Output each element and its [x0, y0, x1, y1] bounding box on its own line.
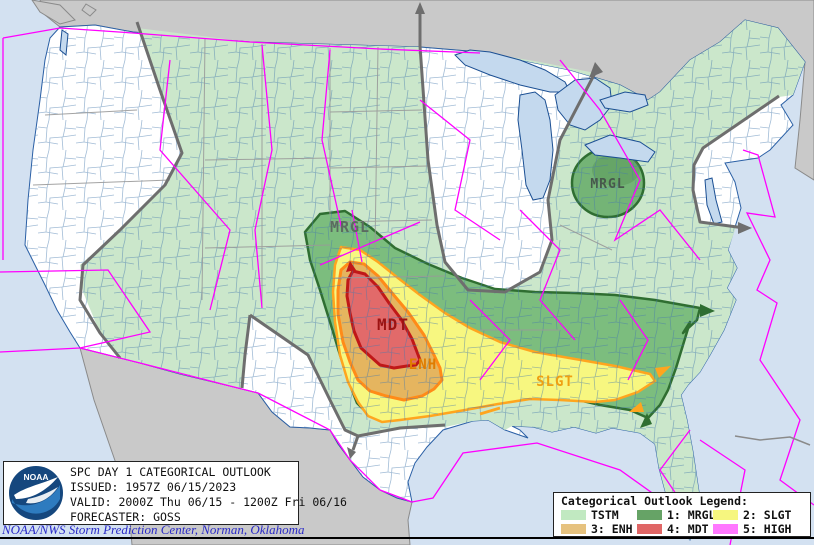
- legend-item-tstm: TSTM: [561, 508, 637, 522]
- lake-huron: [554, 77, 613, 131]
- legend-swatch-mrgl: [637, 510, 662, 520]
- legend-swatch-high: [713, 524, 738, 534]
- tstm-borders: [78, 8, 780, 451]
- legend-title: Categorical Outlook Legend:: [561, 494, 748, 508]
- legend-row-2: 3: ENH 4: MDT 5: HIGH: [554, 522, 810, 536]
- lake-ontario: [599, 91, 649, 113]
- legend-item-high: 5: HIGH: [713, 522, 792, 536]
- label-mrgl-ohio: MRGL: [590, 177, 625, 192]
- legend-swatch-mdt: [637, 524, 662, 534]
- great-lakes: [59, 29, 723, 225]
- label-mdt: MDT: [377, 315, 409, 334]
- boundary-arrows: [346, 2, 752, 459]
- legend-row-1: TSTM 1: MRGL 2: SLGT: [554, 508, 810, 522]
- lake-michigan: [517, 91, 554, 201]
- product-title: SPC DAY 1 CATEGORICAL OUTLOOK: [70, 465, 271, 479]
- product-valid: VALID: 2000Z Thu 06/15 - 1200Z Fri 06/16: [70, 495, 347, 509]
- puget-sound: [59, 29, 69, 56]
- label-mrgl-plains: MRGL: [330, 218, 370, 236]
- legend-label-high: 5: HIGH: [743, 522, 792, 536]
- label-slgt: SLGT: [536, 374, 574, 390]
- vancouver-island: [31, 0, 97, 25]
- bahamas-bank: [734, 435, 811, 446]
- legend-label-enh: 3: ENH: [591, 522, 633, 536]
- legend-swatch-tstm: [561, 510, 586, 520]
- state-lines: [32, 37, 613, 331]
- noaa-logo: NOAA: [9, 466, 63, 520]
- legend-label-tstm: TSTM: [591, 508, 619, 522]
- noaa-logo-text: NOAA: [23, 472, 48, 482]
- legend-label-mdt: 4: MDT: [667, 522, 709, 536]
- legend-item-slgt: 2: SLGT: [713, 508, 792, 522]
- cwa-boundaries: [0, 27, 814, 545]
- slgt-border-dash: [479, 406, 501, 416]
- product-info-box: NOAA SPC DAY 1 CATEGORICAL OUTLOOK ISSUE…: [3, 461, 347, 525]
- legend-item-mdt: 4: MDT: [637, 522, 713, 536]
- label-enh: ENH: [409, 357, 437, 373]
- legend-label-slgt: 2: SLGT: [743, 508, 792, 522]
- legend-swatch-enh: [561, 524, 586, 534]
- legend-label-mrgl: 1: MRGL: [667, 508, 716, 522]
- legend-item-enh: 3: ENH: [561, 522, 637, 536]
- legend-swatch-slgt: [713, 510, 738, 520]
- product-issued: ISSUED: 1957Z 06/15/2023: [70, 480, 237, 494]
- attribution-line: NOAA/NWS Storm Prediction Center, Norman…: [2, 522, 305, 537]
- product-forecaster: FORECASTER: GOSS: [70, 510, 181, 524]
- legend-box: Categorical Outlook Legend: TSTM 1: MRGL…: [553, 492, 811, 537]
- chesapeake-bay: [704, 177, 723, 225]
- legend-item-mrgl: 1: MRGL: [637, 508, 716, 522]
- bottom-divider: [0, 537, 814, 539]
